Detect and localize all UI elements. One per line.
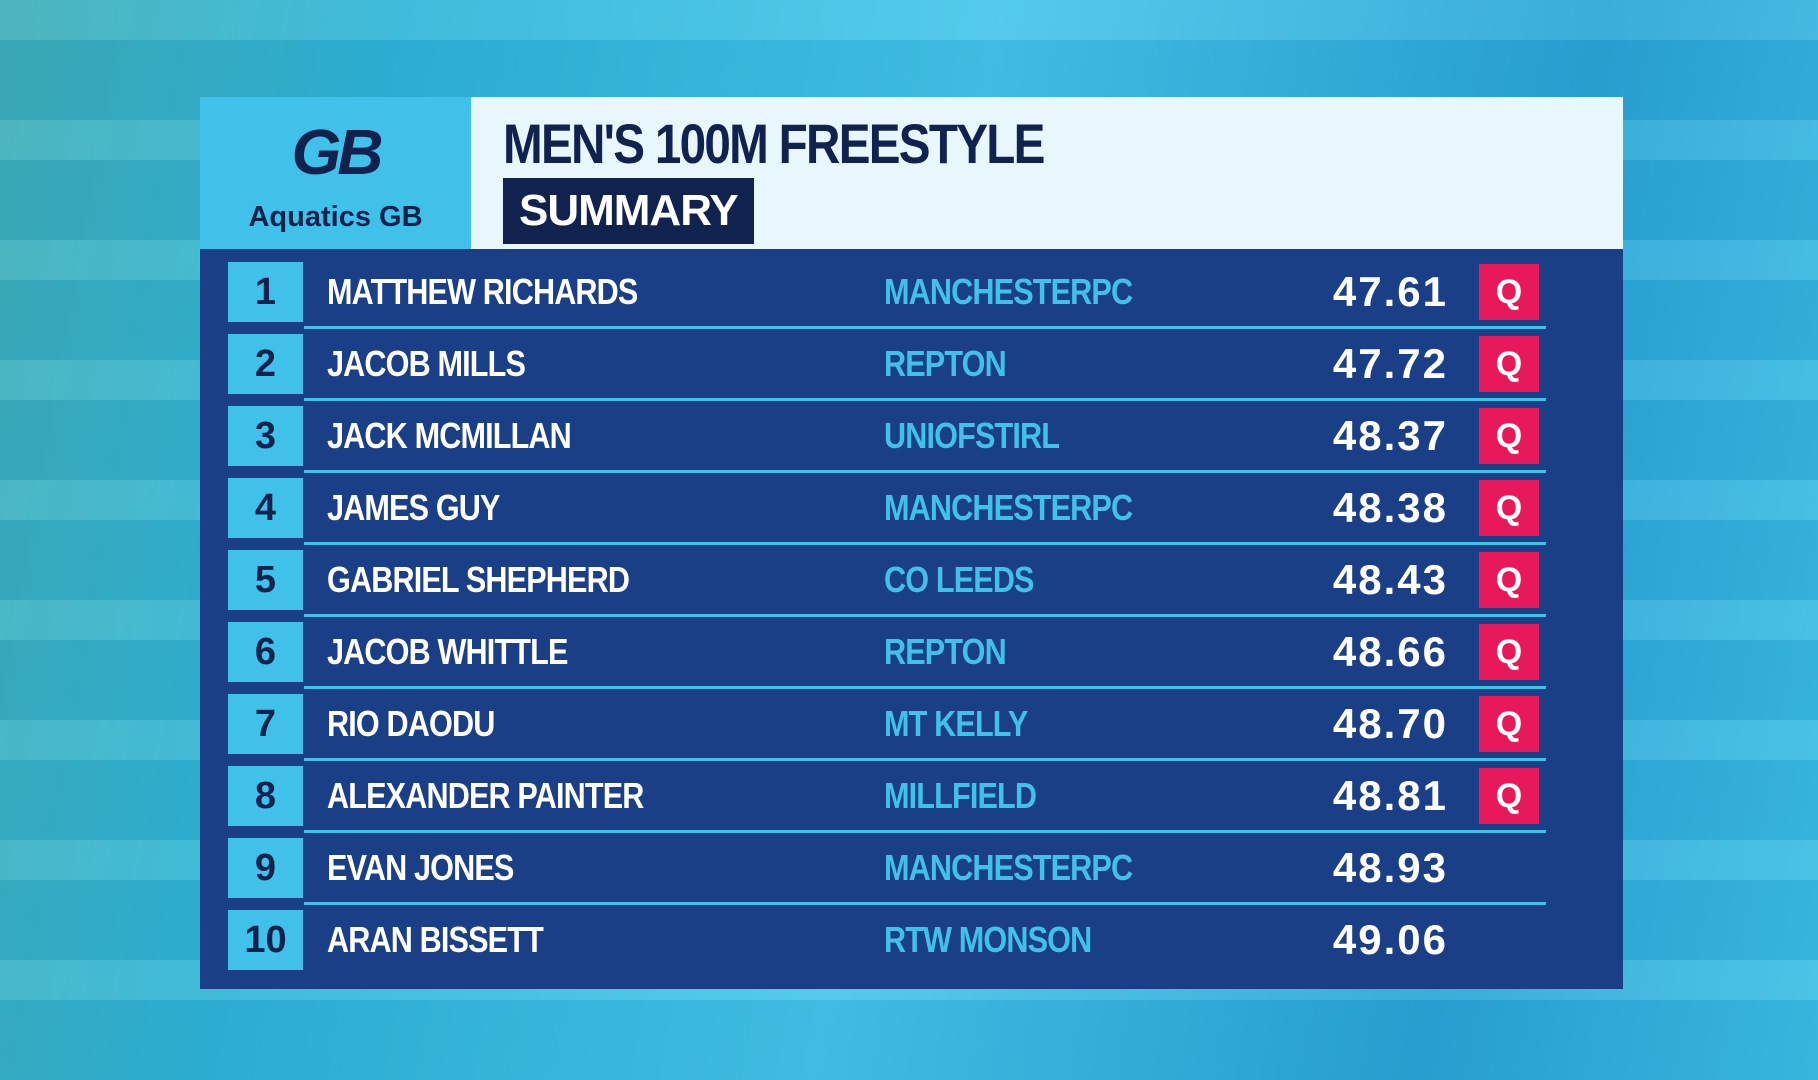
row-separator	[304, 398, 1546, 401]
place: 10	[228, 910, 303, 970]
row-separator	[304, 542, 1546, 545]
result-row: 7 RIO DAODU MT KELLY 48.70 Q	[200, 694, 1623, 766]
header: GB Aquatics GB MEN'S 100M FREESTYLE SUMM…	[200, 97, 1623, 249]
club: MANCHESTERPC	[884, 847, 1133, 888]
result-row: 5 GABRIEL SHEPHERD CO LEEDS 48.43 Q	[200, 550, 1623, 622]
result-row: 2 JACOB MILLS REPTON 47.72 Q	[200, 334, 1623, 406]
time: 47.61	[1332, 268, 1448, 315]
time: 48.93	[1332, 844, 1448, 891]
time: 48.81	[1332, 772, 1448, 819]
time: 49.06	[1332, 916, 1448, 963]
qualified-badge: Q	[1479, 336, 1539, 392]
logo: GB Aquatics GB	[200, 97, 471, 249]
club: MANCHESTERPC	[884, 487, 1133, 528]
row-separator	[304, 326, 1546, 329]
result-row: 8 ALEXANDER PAINTER MILLFIELD 48.81 Q	[200, 766, 1623, 838]
result-row: 4 JAMES GUY MANCHESTERPC 48.38 Q	[200, 478, 1623, 550]
swimmer-name: JACK MCMILLAN	[327, 415, 572, 456]
qualified-badge: Q	[1479, 552, 1539, 608]
club: MT KELLY	[884, 703, 1028, 744]
place: 8	[228, 766, 303, 826]
time: 47.72	[1332, 340, 1448, 387]
place: 9	[228, 838, 303, 898]
swimmer-name: EVAN JONES	[327, 847, 514, 888]
result-row: 3 JACK MCMILLAN UNIOFSTIRL 48.37 Q	[200, 406, 1623, 478]
place: 7	[228, 694, 303, 754]
row-separator	[304, 902, 1546, 905]
row-separator	[304, 470, 1546, 473]
swimmer-name: JACOB MILLS	[327, 343, 526, 384]
place: 1	[228, 262, 303, 322]
results-panel: GB Aquatics GB MEN'S 100M FREESTYLE SUMM…	[200, 97, 1623, 989]
club: REPTON	[884, 631, 1007, 672]
qualified-badge: Q	[1479, 624, 1539, 680]
club: REPTON	[884, 343, 1007, 384]
swimmer-name: GABRIEL SHEPHERD	[327, 559, 630, 600]
result-row: 9 EVAN JONES MANCHESTERPC 48.93	[200, 838, 1623, 910]
club: MILLFIELD	[884, 775, 1037, 816]
logo-text: Aquatics GB	[248, 201, 423, 233]
qualified-badge: Q	[1479, 696, 1539, 752]
swimmer-name: ALEXANDER PAINTER	[327, 775, 644, 816]
club: RTW MONSON	[884, 919, 1092, 960]
place: 2	[228, 334, 303, 394]
result-row: 1 MATTHEW RICHARDS MANCHESTERPC 47.61 Q	[200, 262, 1623, 334]
time: 48.70	[1332, 700, 1448, 747]
club: CO LEEDS	[884, 559, 1034, 600]
swimmer-name: JAMES GUY	[327, 487, 500, 528]
row-separator	[304, 758, 1546, 761]
place: 5	[228, 550, 303, 610]
place: 4	[228, 478, 303, 538]
club: MANCHESTERPC	[884, 271, 1133, 312]
swimmer-name: RIO DAODU	[327, 703, 495, 744]
qualified-badge: Q	[1479, 264, 1539, 320]
swimmer-name: MATTHEW RICHARDS	[327, 271, 638, 312]
qualified-badge: Q	[1479, 408, 1539, 464]
time: 48.38	[1332, 484, 1448, 531]
swimmer-name: JACOB WHITTLE	[327, 631, 568, 672]
qualified-badge: Q	[1479, 768, 1539, 824]
row-separator	[304, 614, 1546, 617]
row-separator	[304, 830, 1546, 833]
time: 48.37	[1332, 412, 1448, 459]
swimmer-name: ARAN BISSETT	[327, 919, 544, 960]
row-separator	[304, 686, 1546, 689]
qualified-badge: Q	[1479, 480, 1539, 536]
place: 6	[228, 622, 303, 682]
result-row: 10 ARAN BISSETT RTW MONSON 49.06	[200, 910, 1623, 982]
place: 3	[228, 406, 303, 466]
subtitle: SUMMARY	[503, 178, 754, 244]
club: UNIOFSTIRL	[884, 415, 1060, 456]
time: 48.66	[1332, 628, 1448, 675]
logo-mark: GB	[291, 116, 384, 188]
title: MEN'S 100M FREESTYLE	[503, 112, 1045, 175]
time: 48.43	[1332, 556, 1448, 603]
result-row: 6 JACOB WHITTLE REPTON 48.66 Q	[200, 622, 1623, 694]
